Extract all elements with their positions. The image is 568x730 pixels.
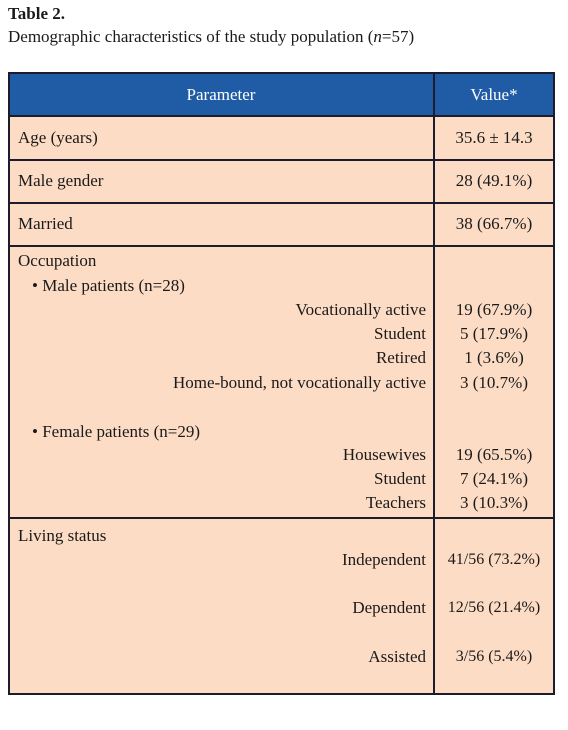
table-label: Table 2. [8, 4, 66, 23]
header-row [10, 74, 553, 115]
column-divider [433, 72, 435, 695]
value-cell: 19 (65.5%) [455, 445, 533, 464]
row-divider [8, 115, 555, 117]
item-label: Teachers [365, 493, 426, 512]
value-cell: 3 (10.3%) [460, 493, 528, 512]
item-label: Retired [375, 348, 426, 367]
value-cell: 35.6 ± 14.3 [455, 128, 533, 147]
section-label: Occupation [18, 251, 97, 270]
item-label: Dependent [352, 598, 426, 617]
item-label: Student [374, 469, 426, 488]
parameter-cell: Age (years) [18, 128, 98, 147]
group-label: • Male patients (n=28) [32, 276, 185, 295]
section-label: Living status [18, 526, 107, 545]
item-label: Home-bound, not vocationally active [172, 373, 426, 392]
item-label: Vocationally active [295, 300, 426, 319]
row-divider [8, 517, 555, 519]
row-divider [8, 202, 555, 204]
group-label: • Female patients (n=29) [32, 422, 201, 441]
caption-text: Demographic characteristics of the study… [8, 27, 374, 46]
value-cell: 19 (67.9%) [455, 300, 533, 319]
item-label: Assisted [368, 647, 426, 666]
item-label: Housewives [342, 445, 426, 464]
header-cell: Parameter [186, 85, 256, 104]
parameter-cell: Male gender [18, 171, 104, 190]
value-cell: 38 (66.7%) [455, 214, 533, 233]
value-cell: 41/56 (73.2%) [447, 551, 541, 568]
value-cell: 1 (3.6%) [464, 348, 524, 367]
parameter-cell: Married [18, 214, 73, 233]
value-cell: 3 (10.7%) [460, 373, 528, 392]
value-cell: 7 (24.1%) [460, 469, 528, 488]
value-cell: 5 (17.9%) [460, 324, 528, 343]
caption: Demographic characteristics of the study… [8, 27, 414, 47]
item-label: Independent [341, 550, 426, 569]
header-cell: Value* [470, 85, 518, 104]
value-cell: 12/56 (21.4%) [447, 599, 541, 616]
value-cell: 3/56 (5.4%) [455, 648, 533, 665]
table-frame [8, 72, 555, 695]
caption-italic: n [373, 27, 382, 46]
row-divider [8, 245, 555, 247]
caption-text: =57) [381, 27, 415, 46]
value-cell: 28 (49.1%) [455, 171, 533, 190]
item-label: Student [374, 324, 426, 343]
row-divider [8, 159, 555, 161]
